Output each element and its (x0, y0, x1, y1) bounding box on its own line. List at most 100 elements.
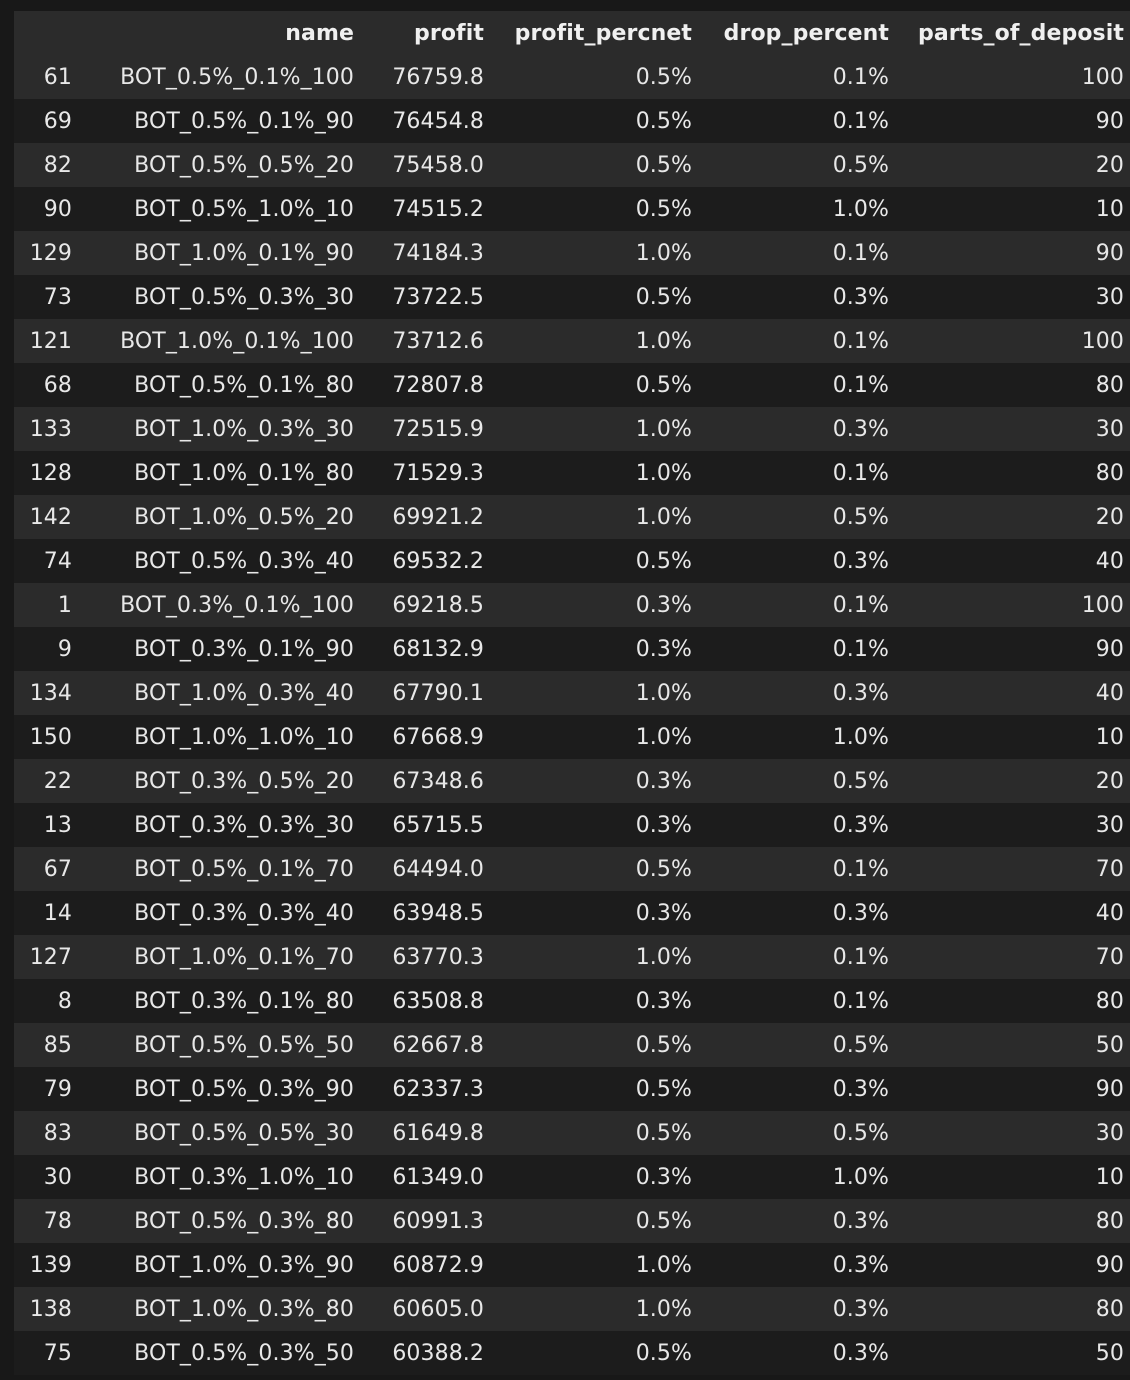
cell-index: 75 (43, 1340, 72, 1366)
cell-profit-percnet: 0.5% (635, 1120, 692, 1146)
cell-profit: 69921.2 (392, 504, 484, 530)
cell-drop-percent: 0.1% (832, 636, 889, 662)
cell-index: 68 (43, 372, 72, 398)
table-row: 73 BOT_0.5%_0.3%_30 73722.5 0.5% 0.3% 30 (14, 275, 1130, 319)
cell-name: BOT_0.5%_0.1%_70 (134, 856, 354, 882)
cell-drop-percent: 0.5% (832, 768, 889, 794)
cell-name: BOT_0.5%_0.5%_20 (134, 152, 354, 178)
cell-name: BOT_1.0%_0.1%_80 (134, 460, 354, 486)
cell-index: 1 (57, 592, 72, 618)
cell-drop-percent: 0.1% (832, 944, 889, 970)
column-header-name: name (285, 20, 354, 46)
cell-profit: 62667.8 (392, 1032, 484, 1058)
cell-parts-of-deposit: 30 (1095, 812, 1124, 838)
cell-profit-percnet: 1.0% (635, 1296, 692, 1322)
cell-parts-of-deposit: 90 (1095, 108, 1124, 134)
cell-profit: 63948.5 (392, 900, 484, 926)
table-row: 133 BOT_1.0%_0.3%_30 72515.9 1.0% 0.3% 30 (14, 407, 1130, 451)
cell-index: 90 (43, 196, 72, 222)
table-row: 67 BOT_0.5%_0.1%_70 64494.0 0.5% 0.1% 70 (14, 847, 1130, 891)
cell-parts-of-deposit: 40 (1095, 548, 1124, 574)
cell-profit: 69218.5 (392, 592, 484, 618)
cell-name: BOT_1.0%_0.1%_70 (134, 944, 354, 970)
cell-index: 61 (43, 64, 72, 90)
dataframe-table: name profit profit_percnet drop_percent … (14, 11, 1130, 1375)
cell-index: 142 (29, 504, 72, 530)
table-row: 1 BOT_0.3%_0.1%_100 69218.5 0.3% 0.1% 100 (14, 583, 1130, 627)
cell-index: 128 (29, 460, 72, 486)
cell-parts-of-deposit: 90 (1095, 240, 1124, 266)
cell-profit: 65715.5 (392, 812, 484, 838)
table-row: 79 BOT_0.5%_0.3%_90 62337.3 0.5% 0.3% 90 (14, 1067, 1130, 1111)
cell-name: BOT_1.0%_0.3%_90 (134, 1252, 354, 1278)
cell-name: BOT_0.5%_0.3%_50 (134, 1340, 354, 1366)
cell-name: BOT_1.0%_0.3%_40 (134, 680, 354, 706)
cell-profit-percnet: 0.5% (635, 1076, 692, 1102)
cell-drop-percent: 0.3% (832, 1076, 889, 1102)
cell-name: BOT_0.5%_0.5%_50 (134, 1032, 354, 1058)
cell-name: BOT_0.5%_0.1%_80 (134, 372, 354, 398)
cell-drop-percent: 0.1% (832, 108, 889, 134)
cell-index: 85 (43, 1032, 72, 1058)
cell-name: BOT_1.0%_0.5%_20 (134, 504, 354, 530)
cell-profit: 61649.8 (392, 1120, 484, 1146)
table-row: 14 BOT_0.3%_0.3%_40 63948.5 0.3% 0.3% 40 (14, 891, 1130, 935)
cell-name: BOT_0.3%_0.1%_90 (134, 636, 354, 662)
cell-name: BOT_0.5%_1.0%_10 (134, 196, 354, 222)
cell-profit: 62337.3 (392, 1076, 484, 1102)
cell-drop-percent: 0.3% (832, 1296, 889, 1322)
cell-parts-of-deposit: 90 (1095, 636, 1124, 662)
table-row: 90 BOT_0.5%_1.0%_10 74515.2 0.5% 1.0% 10 (14, 187, 1130, 231)
cell-parts-of-deposit: 10 (1095, 196, 1124, 222)
cell-profit: 73722.5 (392, 284, 484, 310)
cell-drop-percent: 0.3% (832, 416, 889, 442)
cell-parts-of-deposit: 50 (1095, 1340, 1124, 1366)
cell-name: BOT_0.3%_0.3%_30 (134, 812, 354, 838)
cell-parts-of-deposit: 40 (1095, 680, 1124, 706)
cell-name: BOT_0.5%_0.1%_90 (134, 108, 354, 134)
cell-parts-of-deposit: 20 (1095, 768, 1124, 794)
cell-parts-of-deposit: 80 (1095, 1296, 1124, 1322)
cell-profit-percnet: 1.0% (635, 1252, 692, 1278)
cell-profit: 76454.8 (392, 108, 484, 134)
cell-profit: 73712.6 (392, 328, 484, 354)
cell-profit-percnet: 1.0% (635, 504, 692, 530)
table-row: 83 BOT_0.5%_0.5%_30 61649.8 0.5% 0.5% 30 (14, 1111, 1130, 1155)
cell-parts-of-deposit: 30 (1095, 1120, 1124, 1146)
table-row: 75 BOT_0.5%_0.3%_50 60388.2 0.5% 0.3% 50 (14, 1331, 1130, 1375)
cell-drop-percent: 0.3% (832, 900, 889, 926)
cell-drop-percent: 0.3% (832, 284, 889, 310)
cell-name: BOT_0.5%_0.5%_30 (134, 1120, 354, 1146)
cell-profit-percnet: 0.5% (635, 196, 692, 222)
cell-name: BOT_0.5%_0.3%_30 (134, 284, 354, 310)
cell-profit: 61349.0 (392, 1164, 484, 1190)
table-row: 134 BOT_1.0%_0.3%_40 67790.1 1.0% 0.3% 40 (14, 671, 1130, 715)
dataframe-output: name profit profit_percnet drop_percent … (14, 11, 1130, 1375)
cell-profit-percnet: 0.3% (635, 812, 692, 838)
column-header-profit: profit (414, 20, 484, 46)
cell-profit-percnet: 1.0% (635, 944, 692, 970)
cell-profit: 71529.3 (392, 460, 484, 486)
cell-index: 8 (57, 988, 72, 1014)
cell-drop-percent: 0.5% (832, 1120, 889, 1146)
table-row: 138 BOT_1.0%_0.3%_80 60605.0 1.0% 0.3% 80 (14, 1287, 1130, 1331)
cell-parts-of-deposit: 80 (1095, 1208, 1124, 1234)
cell-profit: 72515.9 (392, 416, 484, 442)
cell-parts-of-deposit: 20 (1095, 152, 1124, 178)
cell-drop-percent: 0.3% (832, 1340, 889, 1366)
cell-parts-of-deposit: 10 (1095, 1164, 1124, 1190)
cell-profit-percnet: 1.0% (635, 416, 692, 442)
cell-profit: 60872.9 (392, 1252, 484, 1278)
cell-profit: 60388.2 (392, 1340, 484, 1366)
column-header-parts-of-deposit: parts_of_deposit (917, 20, 1124, 46)
cell-drop-percent: 0.1% (832, 592, 889, 618)
cell-drop-percent: 1.0% (832, 196, 889, 222)
cell-profit-percnet: 1.0% (635, 724, 692, 750)
cell-parts-of-deposit: 100 (1081, 592, 1124, 618)
table-row: 22 BOT_0.3%_0.5%_20 67348.6 0.3% 0.5% 20 (14, 759, 1130, 803)
cell-parts-of-deposit: 90 (1095, 1076, 1124, 1102)
table-row: 68 BOT_0.5%_0.1%_80 72807.8 0.5% 0.1% 80 (14, 363, 1130, 407)
cell-index: 9 (57, 636, 72, 662)
cell-index: 79 (43, 1076, 72, 1102)
cell-profit: 67348.6 (392, 768, 484, 794)
